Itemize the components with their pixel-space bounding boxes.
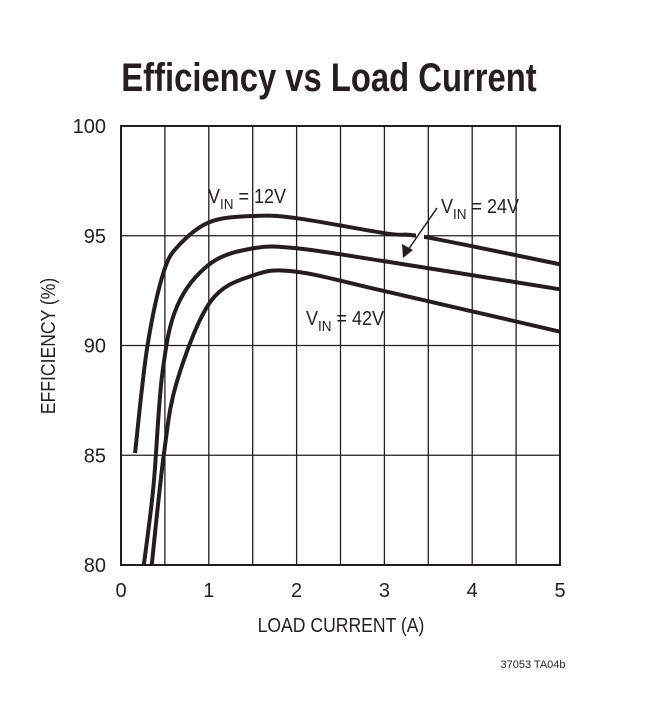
- x-tick-label: 3: [379, 580, 390, 602]
- x-tick-label: 0: [115, 580, 126, 602]
- grid: [120, 125, 561, 566]
- y-tick-label: 80: [84, 555, 106, 577]
- chart-title: Efficiency vs Load Current: [121, 55, 536, 100]
- x-tick-label: 2: [291, 580, 302, 602]
- plot-frame: [120, 125, 561, 566]
- curve-gap-mask: [416, 230, 425, 241]
- label-vin-12v: VIN = 12V: [208, 186, 286, 213]
- y-axis-label: EFFICIENCY (%): [37, 278, 59, 415]
- efficiency-curve-42v: [149, 268, 561, 566]
- y-tick-label: 100: [73, 116, 106, 138]
- label-vin-42v: VIN = 42V: [306, 308, 384, 335]
- arrow-24v: [402, 207, 438, 258]
- y-tick-label: 85: [84, 445, 106, 467]
- y-tick-label: 90: [84, 336, 106, 358]
- x-tick-label: 1: [203, 580, 214, 602]
- x-axis-label: LOAD CURRENT (A): [258, 614, 425, 636]
- efficiency-curve-12v: [133, 213, 561, 454]
- label-vin-24v: VIN = 24V: [441, 196, 519, 223]
- efficiency-curve-24v: [141, 244, 561, 566]
- tick-labels: 0 1 2 3 4 5 80 85 90 95 100: [73, 116, 566, 602]
- curves: [133, 213, 561, 566]
- x-tick-label: 4: [467, 580, 478, 602]
- figure-code: 37053 TA04b: [500, 659, 565, 671]
- x-tick-label: 5: [554, 580, 565, 602]
- y-tick-label: 95: [84, 226, 106, 248]
